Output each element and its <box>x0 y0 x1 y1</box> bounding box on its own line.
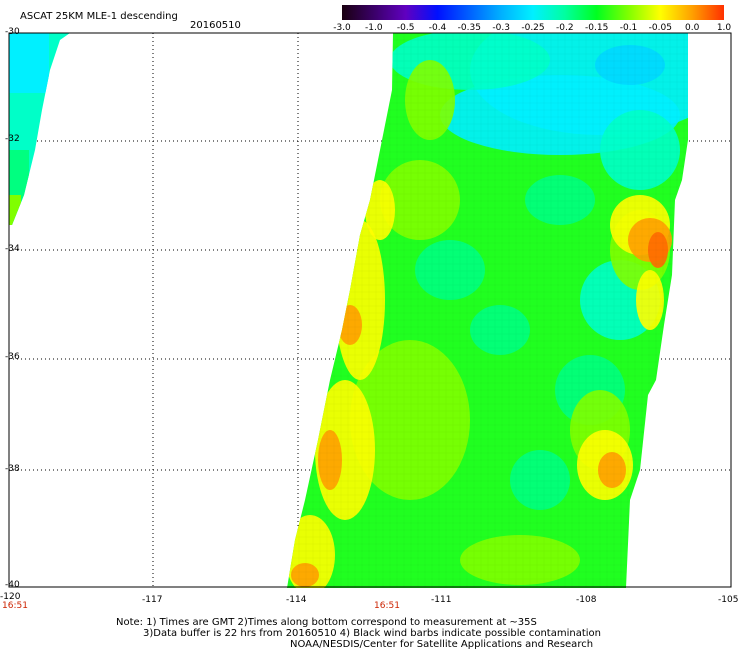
lat-label-40: -40 <box>5 580 20 590</box>
lon-label-108: -108 <box>576 595 597 605</box>
colorbar-tick-label: -0.1 <box>620 23 638 33</box>
lat-label-30: -30 <box>5 27 20 37</box>
colorbar-tick-label: -0.3 <box>492 23 510 33</box>
time-label-mid: 16:51 <box>374 601 400 611</box>
left-swath <box>9 33 70 225</box>
colorbar-tick-label: -3.0 <box>333 23 351 33</box>
colorbar-tick-label: 1.0 <box>717 23 732 33</box>
lon-label-105: -105 <box>718 595 739 605</box>
lat-label-38: -38 <box>5 464 20 474</box>
colorbar-tick-label: -0.15 <box>585 23 608 33</box>
lon-label-111: -111 <box>431 595 452 605</box>
colorbar-tick-label: -0.35 <box>458 23 481 33</box>
note-line-2: 3)Data buffer is 22 hrs from 20160510 4)… <box>143 628 601 639</box>
colorbar-tick-label: -0.05 <box>649 23 672 33</box>
colorbar-tick-label: -1.0 <box>365 23 383 33</box>
note-line-1: Note: 1) Times are GMT 2)Times along bot… <box>116 617 537 628</box>
colorbar-gradient <box>342 5 724 20</box>
map-frame <box>8 32 732 588</box>
colorbar-tick-label: -0.2 <box>556 23 574 33</box>
time-label-left: 16:51 <box>2 601 28 611</box>
colorbar-tick-label: -0.25 <box>521 23 544 33</box>
product-date: 20160510 <box>190 20 241 31</box>
lat-label-34: -34 <box>5 244 20 254</box>
main-swath <box>287 33 688 588</box>
lat-label-36: -36 <box>5 352 20 362</box>
lon-label-114: -114 <box>286 595 307 605</box>
lon-label-120: -120 <box>0 592 21 602</box>
colorbar-tick-label: 0.0 <box>685 23 700 33</box>
colorbar: -3.0 -1.0 -0.5 -0.4 -0.35 -0.3 -0.25 -0.2 -0.15 -… <box>333 5 732 33</box>
colorbar-tick-label: -0.4 <box>429 23 447 33</box>
colorbar-tick-label: -0.5 <box>397 23 415 33</box>
product-title: ASCAT 25KM MLE-1 descending <box>20 11 178 22</box>
lon-label-117: -117 <box>142 595 163 605</box>
lat-label-32: -32 <box>5 134 20 144</box>
note-line-3: NOAA/NESDIS/Center for Satellite Applica… <box>290 639 594 650</box>
